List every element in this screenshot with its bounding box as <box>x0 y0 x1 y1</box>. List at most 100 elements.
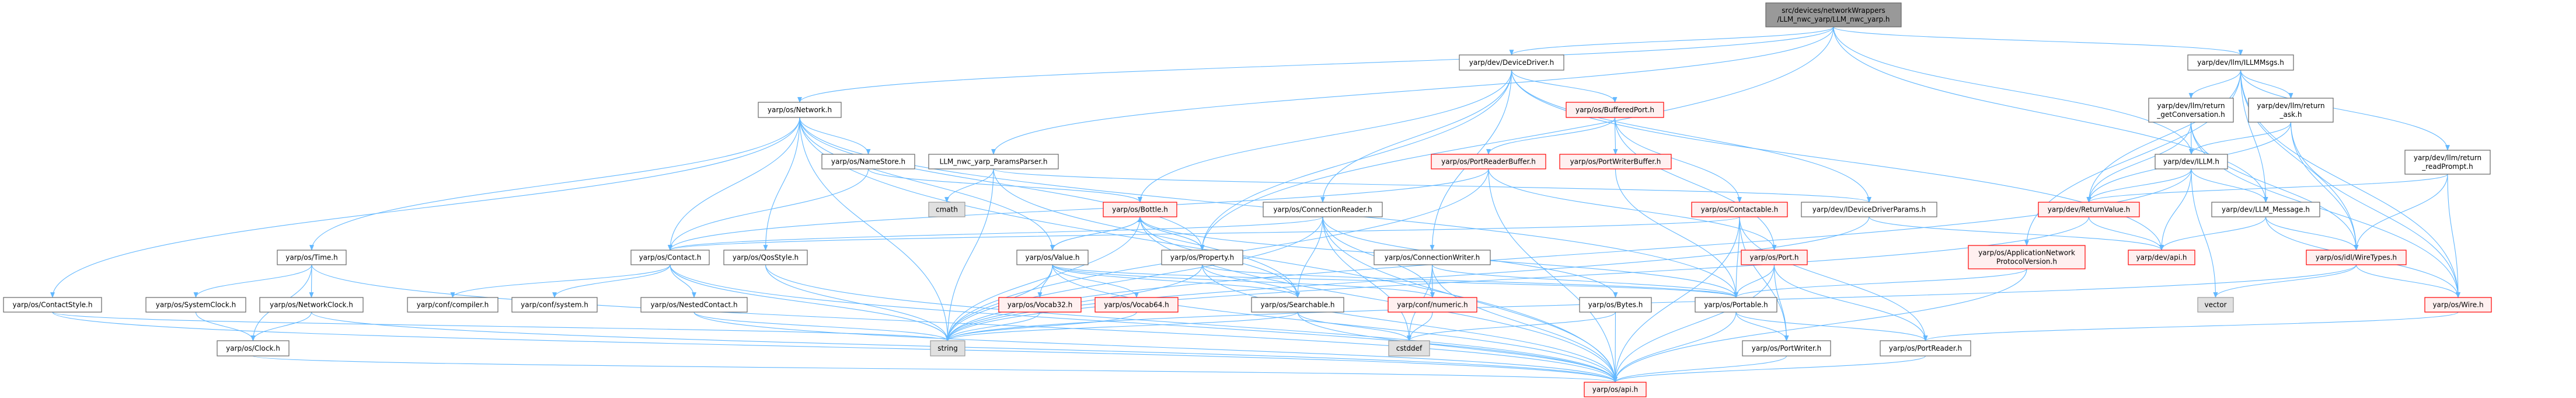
node-illmmsgs[interactable]: yarp/dev/llm/ILLMMsgs.h <box>2187 54 2294 71</box>
edge-port-to-portwriter <box>1773 264 1789 341</box>
node-clock[interactable]: yarp/os/Clock.h <box>217 340 290 357</box>
edge-illmmsgs-to-ask <box>2240 70 2293 99</box>
node-returnvalue[interactable]: yarp/dev/ReturnValue.h <box>2038 202 2140 217</box>
node-label: yarp/os/Value.h <box>1025 254 1079 262</box>
node-box <box>407 297 499 313</box>
edge-readprompt-to-returnvalue <box>2086 174 2448 203</box>
node-numeric[interactable]: yarp/conf/numeric.h <box>1388 297 1477 313</box>
node-appnetproto[interactable]: yarp/os/ApplicationNetworkProtocolVersio… <box>1968 245 2086 269</box>
node-label: _readPrompt.h <box>2421 162 2473 171</box>
node-label: yarp/conf/compiler.h <box>417 301 489 309</box>
node-box <box>217 340 290 357</box>
node-port[interactable]: yarp/os/Port.h <box>1741 250 1808 265</box>
edge-contactstyle-to-string <box>52 312 950 341</box>
node-box <box>1161 250 1243 265</box>
node-osapi[interactable]: yarp/os/api.h <box>1584 382 1647 397</box>
node-label: yarp/os/BufferedPort.h <box>1575 106 1654 114</box>
node-nestedcontact[interactable]: yarp/os/NestedContact.h <box>640 297 748 313</box>
node-label: yarp/os/Property.h <box>1170 254 1234 262</box>
node-label: yarp/os/QosStyle.h <box>733 254 799 262</box>
node-label: yarp/os/Searchable.h <box>1260 301 1334 309</box>
node-contactable[interactable]: yarp/os/Contactable.h <box>1691 202 1788 217</box>
node-root[interactable]: src/devices/networkWrappers/LLM_nwc_yarp… <box>1765 2 1902 27</box>
node-devapi[interactable]: yarp/dev/api.h <box>2128 250 2195 265</box>
edge-ideviceparams-to-string <box>945 216 1870 341</box>
node-box <box>2306 250 2407 265</box>
node-vocab32[interactable]: yarp/os/Vocab32.h <box>998 297 1082 313</box>
edge-contact-to-system <box>552 264 671 298</box>
edge-value-to-portable <box>1052 264 1738 298</box>
node-label: yarp/os/ConnectionWriter.h <box>1385 254 1480 262</box>
node-bottle[interactable]: yarp/os/Bottle.h <box>1103 202 1177 217</box>
edge-network-to-property <box>799 117 1205 251</box>
node-llmmessage[interactable]: yarp/dev/LLM_Message.h <box>2211 202 2320 217</box>
edge-wire-to-portreader <box>1923 312 2459 341</box>
node-devicedriver[interactable]: yarp/dev/DeviceDriver.h <box>1459 54 1564 71</box>
node-searchable[interactable]: yarp/os/Searchable.h <box>1251 297 1344 313</box>
node-box <box>2187 54 2294 71</box>
node-label: LLM_nwc_yarp_ParamsParser.h <box>940 158 1048 166</box>
node-box <box>1251 297 1344 313</box>
edge-illmmsgs-to-wiretypes <box>2240 70 2359 251</box>
node-systemclock[interactable]: yarp/os/SystemClock.h <box>145 297 246 313</box>
node-vocab64[interactable]: yarp/os/Vocab64.h <box>1094 297 1179 313</box>
node-paramsparser[interactable]: LLM_nwc_yarp_ParamsParser.h <box>928 154 1059 169</box>
node-box <box>1431 154 1546 169</box>
node-portreader[interactable]: yarp/os/PortReader.h <box>1880 340 1971 357</box>
node-box <box>1094 297 1179 313</box>
edge-llmmessage-to-wiretypes <box>2265 216 2359 251</box>
edge-network-to-value <box>799 117 1055 251</box>
node-value[interactable]: yarp/os/Value.h <box>1016 250 1089 265</box>
edge-bottle-to-osapi <box>1139 216 1618 383</box>
node-box <box>1691 202 1788 217</box>
node-illm[interactable]: yarp/dev/ILLM.h <box>2155 154 2228 169</box>
node-property[interactable]: yarp/os/Property.h <box>1161 250 1243 265</box>
edge-root-to-paramsparser <box>991 26 1834 155</box>
edge-root-to-llmmessage <box>1833 26 2268 203</box>
node-qosstyle[interactable]: yarp/os/QosStyle.h <box>723 250 808 265</box>
node-bufferedport[interactable]: yarp/os/BufferedPort.h <box>1566 102 1664 118</box>
node-contactstyle[interactable]: yarp/os/ContactStyle.h <box>3 297 102 313</box>
edge-property-to-searchable <box>1201 264 1300 298</box>
node-wiretypes[interactable]: yarp/os/idl/WireTypes.h <box>2306 250 2407 265</box>
node-label: string <box>937 344 957 352</box>
edge-root-to-illm <box>1833 26 2194 155</box>
node-connectionreader[interactable]: yarp/os/ConnectionReader.h <box>1263 202 1383 217</box>
node-getconversation[interactable]: yarp/dev/llm/return_getConversation.h <box>2148 98 2234 123</box>
node-readprompt[interactable]: yarp/dev/llm/return_readPrompt.h <box>2404 150 2491 175</box>
edge-illmmsgs-to-readprompt <box>2240 70 2450 151</box>
node-compiler[interactable]: yarp/conf/compiler.h <box>407 297 499 313</box>
node-bytes[interactable]: yarp/os/Bytes.h <box>1579 297 1652 313</box>
node-ask[interactable]: yarp/dev/llm/return_ask.h <box>2248 98 2334 123</box>
node-contact[interactable]: yarp/os/Contact.h <box>630 250 710 265</box>
edge-contact-to-osapi <box>670 264 1618 383</box>
edge-contactable-to-contact <box>668 216 1740 251</box>
node-networkclock[interactable]: yarp/os/NetworkClock.h <box>259 297 364 313</box>
node-portable[interactable]: yarp/os/Portable.h <box>1695 297 1777 313</box>
node-system[interactable]: yarp/conf/system.h <box>511 297 598 313</box>
edge-ask-to-illm <box>2189 122 2292 155</box>
node-box <box>1559 154 1672 169</box>
node-label: yarp/os/Bytes.h <box>1588 301 1643 309</box>
node-label: yarp/dev/api.h <box>2136 254 2187 262</box>
edge-searchable-to-string <box>945 312 1298 341</box>
node-box <box>2248 98 2334 123</box>
node-box <box>630 250 710 265</box>
node-ideviceparams[interactable]: yarp/dev/IDeviceDriverParams.h <box>1801 202 1937 217</box>
node-wire[interactable]: yarp/os/Wire.h <box>2424 297 2492 313</box>
node-box <box>2148 98 2234 123</box>
edge-value-to-searchable <box>1052 264 1300 298</box>
edge-clock-to-osapi <box>252 355 1618 383</box>
node-network[interactable]: yarp/os/Network.h <box>758 102 842 118</box>
node-portwriter[interactable]: yarp/os/PortWriter.h <box>1742 340 1831 357</box>
edge-connectionwriter-to-portable <box>1431 264 1738 298</box>
node-time[interactable]: yarp/os/Time.h <box>277 250 347 265</box>
edge-network-to-time <box>309 117 800 251</box>
node-label: yarp/os/Contact.h <box>639 254 702 262</box>
node-connectionwriter[interactable]: yarp/os/ConnectionWriter.h <box>1374 250 1491 265</box>
node-namestore[interactable]: yarp/os/NameStore.h <box>821 154 915 169</box>
node-portreaderbuffer[interactable]: yarp/os/PortReaderBuffer.h <box>1431 154 1546 169</box>
node-portwriterbuffer[interactable]: yarp/os/PortWriterBuffer.h <box>1559 154 1672 169</box>
edge-portreader-to-osapi <box>1613 355 1926 383</box>
